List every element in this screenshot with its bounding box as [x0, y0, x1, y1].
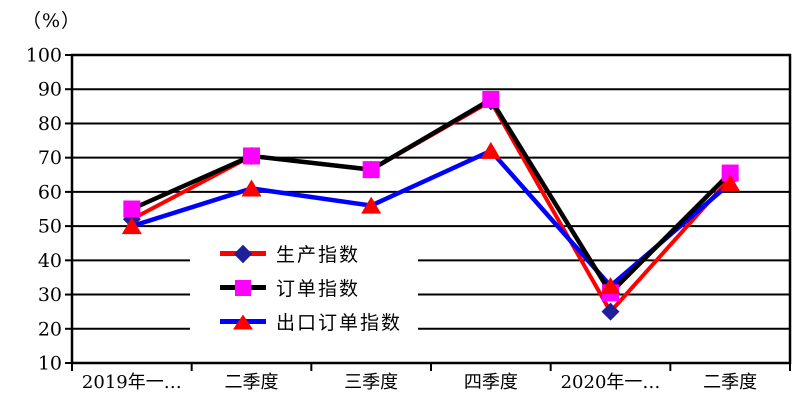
series-line-order-index	[130, 96, 732, 297]
x-category-label-0: 2019年一…	[82, 372, 182, 393]
marker-triangle-icon-export-order-index-2	[361, 196, 382, 214]
y-axis-unit-label: （%）	[22, 10, 82, 32]
marker-square-icon-order-index-1	[243, 147, 260, 165]
diamond-icon	[233, 244, 253, 263]
marker-diamond-icon-production-index-4	[601, 302, 620, 321]
x-category-label-3: 四季度	[464, 372, 518, 393]
y-tick-label-40: 40	[38, 250, 62, 272]
x-category-label-1: 二季度	[225, 372, 279, 393]
y-tick-label-10: 10	[38, 353, 62, 375]
marker-triangle-icon-export-order-index-3	[480, 141, 501, 159]
series-line-export-order-index	[131, 148, 732, 290]
y-tick-label-90: 90	[38, 79, 62, 101]
legend-item-production-index: 生产指数	[220, 239, 418, 268]
legend-line-sample-order-index	[220, 279, 266, 296]
y-tick-label-100: 100	[26, 45, 62, 67]
x-category-label-5: 二季度	[703, 372, 757, 393]
y-tick-label-20: 20	[38, 318, 62, 340]
legend-label-export-order-index: 出口订单指数	[276, 312, 403, 334]
marker-square-icon-order-index-3	[482, 90, 500, 108]
marker-square-icon-order-index-2	[362, 161, 380, 179]
legend-item-order-index: 订单指数	[220, 273, 418, 302]
legend-line-sample-export-order-index	[220, 314, 266, 329]
legend-line-sample-production-index	[220, 244, 266, 263]
y-tick-label-70: 70	[38, 147, 62, 169]
marker-triangle-icon-export-order-index-5	[720, 174, 741, 192]
y-tick-label-50: 50	[38, 216, 62, 238]
chart-legend: 生产指数订单指数出口订单指数	[190, 238, 418, 337]
y-tick-label-60: 60	[38, 181, 62, 203]
marker-square-icon-order-index-5	[721, 164, 739, 182]
legend-label-production-index: 生产指数	[276, 244, 361, 266]
square-icon	[235, 279, 251, 296]
y-tick-label-80: 80	[38, 113, 62, 135]
marker-triangle-icon-export-order-index-4	[600, 277, 621, 294]
legend-item-export-order-index: 出口订单指数	[220, 307, 418, 336]
x-category-label-4: 2020年一…	[561, 372, 661, 393]
x-category-label-2: 三季度	[344, 372, 398, 393]
triangle-icon	[233, 314, 253, 329]
marker-triangle-icon-export-order-index-1	[241, 179, 262, 197]
y-tick-label-30: 30	[38, 284, 62, 306]
marker-triangle-icon-export-order-index-0	[121, 217, 142, 235]
marker-square-icon-order-index-0	[123, 200, 141, 218]
legend-label-order-index: 订单指数	[276, 278, 361, 300]
